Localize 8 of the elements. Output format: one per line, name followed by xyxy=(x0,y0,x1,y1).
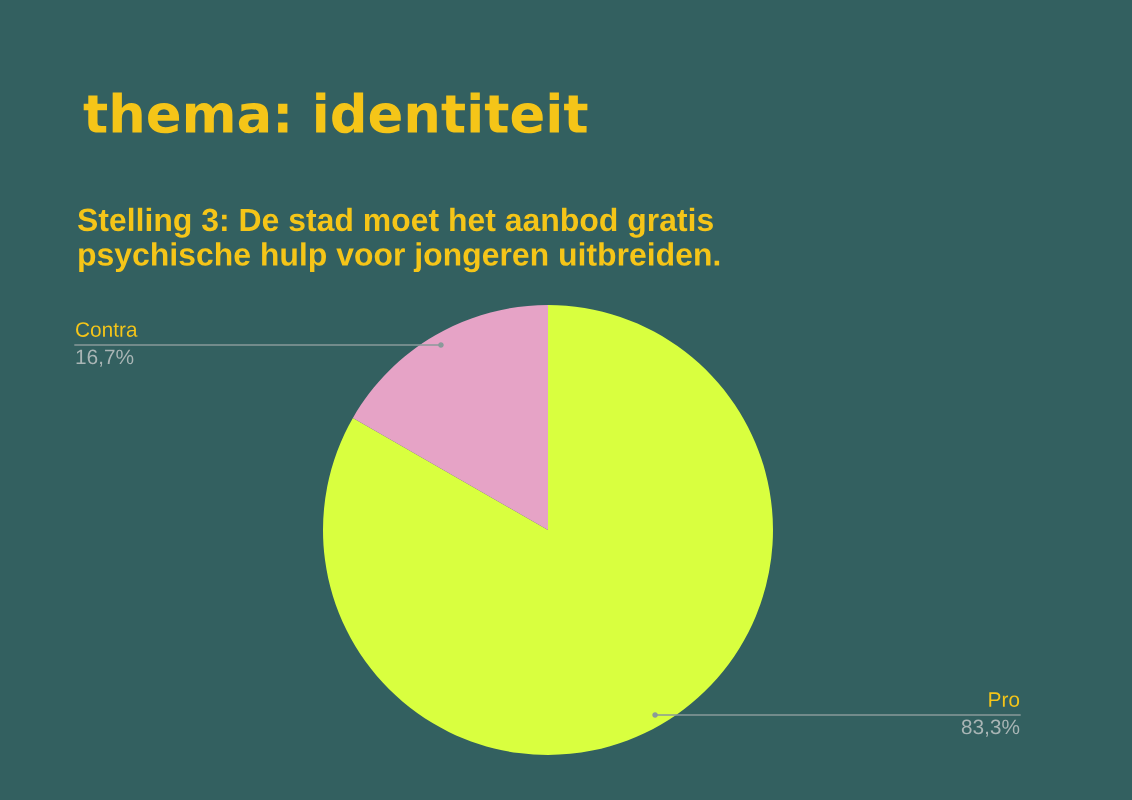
slice-label: Contra xyxy=(76,322,138,337)
data-label: 16,7% xyxy=(76,349,134,367)
pie-slice xyxy=(352,305,548,530)
data-label: 83,3% xyxy=(961,719,1020,737)
chart-subtitle: Stelling 3: De stad moet het aanbod gratis psychische hulp voor jongeren uitbreiden. xyxy=(77,207,720,273)
chart-title: thema: identiteit xyxy=(83,92,588,134)
slice-label: Pro xyxy=(989,692,1020,707)
pie-slice xyxy=(323,305,773,755)
